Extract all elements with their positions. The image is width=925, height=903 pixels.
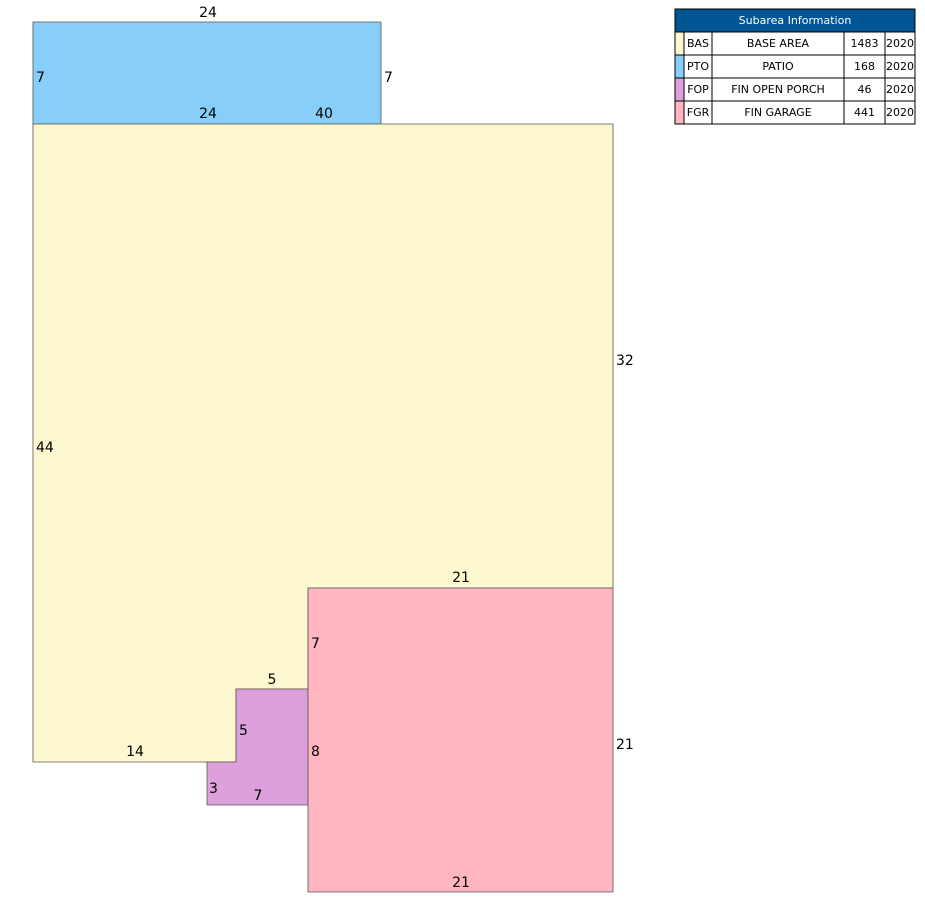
dimension-label: 7 — [384, 70, 393, 86]
color-swatch — [674, 54, 685, 79]
table-text: FGR — [687, 106, 710, 119]
table-text: 441 — [854, 106, 875, 119]
color-swatch — [674, 77, 685, 102]
table-text: PTO — [687, 60, 709, 73]
dimension-label: 7 — [254, 788, 263, 804]
dimension-label: 24 — [199, 106, 217, 122]
table-cell — [884, 100, 916, 125]
dimension-label: 5 — [239, 723, 248, 739]
table-text: 2020 — [886, 60, 914, 73]
dimension-label: 8 — [311, 744, 320, 760]
garage-area — [307, 587, 614, 893]
dimension-label: 44 — [36, 440, 54, 456]
table-text: FIN OPEN PORCH — [731, 83, 825, 96]
table-text: PATIO — [762, 60, 794, 73]
table-text: 168 — [854, 60, 875, 73]
table-text: FOP — [687, 83, 709, 96]
dimension-label: 24 — [199, 5, 217, 21]
table-text: 1483 — [851, 37, 879, 50]
dimension-label: 7 — [311, 636, 320, 652]
dimension-label: 7 — [36, 70, 45, 86]
table-text: 2020 — [886, 37, 914, 50]
dimension-label: 5 — [268, 672, 277, 688]
table-text: 2020 — [886, 106, 914, 119]
color-swatch — [674, 31, 685, 56]
table-title: Subarea Information — [739, 14, 852, 27]
table-text: FIN GARAGE — [744, 106, 811, 119]
dimension-label: 14 — [126, 744, 144, 760]
dimension-label: 21 — [616, 737, 634, 753]
color-swatch — [674, 100, 685, 125]
dimension-label: 40 — [315, 106, 333, 122]
dimension-label: 3 — [209, 781, 218, 797]
table-text: BASE AREA — [747, 37, 810, 50]
dimension-label: 21 — [452, 570, 470, 586]
dimension-label: 32 — [616, 353, 634, 369]
table-text: 2020 — [886, 83, 914, 96]
dimension-label: 21 — [452, 875, 470, 891]
table-text: 46 — [858, 83, 872, 96]
table-text: BAS — [687, 37, 709, 50]
